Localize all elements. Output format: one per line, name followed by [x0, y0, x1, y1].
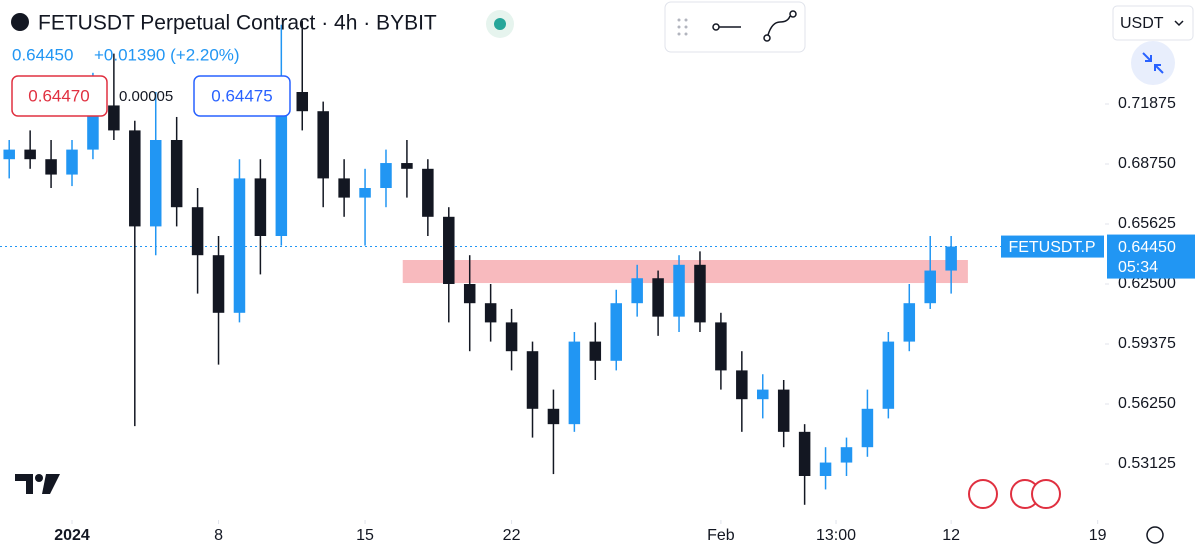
chart-title: FETUSDT Perpetual Contract · 4h · BYBIT	[38, 12, 437, 35]
resistance-zone	[402, 260, 968, 284]
candle-body	[652, 278, 664, 317]
symbol-tag: FETUSDT.P	[1008, 239, 1095, 256]
status-dot	[494, 18, 506, 30]
candle-body	[191, 207, 204, 256]
candle-body	[694, 264, 706, 323]
x-tick-label: 8	[214, 527, 223, 544]
y-tick-label: 0.68750	[1118, 155, 1176, 172]
candle-body	[589, 341, 602, 361]
x-tick-label: 2024	[54, 527, 90, 544]
candle-body	[819, 462, 832, 476]
price-tag: 0.64450	[1118, 239, 1176, 256]
sell-button[interactable]	[11, 75, 108, 117]
candle-body	[924, 270, 936, 304]
y-tick-label: 0.65625	[1118, 215, 1176, 232]
candle-body	[66, 149, 78, 175]
candle-body	[129, 130, 141, 227]
candle-body	[170, 140, 183, 208]
candle-body	[233, 178, 246, 313]
candle-body	[3, 149, 15, 160]
candle-body	[903, 303, 916, 342]
plot: 0.53125 0.56250 0.59375 0.62500 0.65625 0.687…	[0, 20, 1176, 544]
y-tick-label: 0.71875	[1118, 95, 1176, 112]
candle-body	[882, 341, 895, 409]
x-tick-label: 19	[1089, 527, 1107, 544]
candle-body	[212, 255, 225, 313]
path-tool[interactable]	[763, 10, 797, 42]
candle-body	[526, 351, 539, 409]
sell-price[interactable]: 0.64470	[28, 86, 89, 105]
candle-body	[505, 322, 518, 352]
candle-body	[463, 283, 476, 304]
candle-body	[275, 92, 288, 237]
candle-body	[798, 431, 811, 476]
candle-body	[547, 408, 560, 425]
event-icons[interactable]	[968, 479, 1061, 509]
collapse-icon	[1142, 52, 1164, 74]
buy-button[interactable]	[193, 75, 291, 117]
candle-body	[840, 447, 853, 463]
candle-body	[673, 264, 685, 317]
candle-body	[108, 105, 120, 131]
drag-handle	[677, 18, 688, 36]
candle-body	[149, 140, 162, 227]
buy-price[interactable]: 0.64475	[211, 86, 272, 105]
line-tool[interactable]	[712, 23, 741, 31]
x-tick-label: 15	[356, 527, 374, 544]
countdown: 05:34	[1118, 259, 1158, 276]
y-tick-label: 0.56250	[1118, 395, 1176, 412]
tv-logo	[15, 474, 60, 494]
candle-body	[87, 105, 99, 150]
candle-body	[945, 246, 957, 271]
candle-body	[757, 389, 769, 400]
collapse-button[interactable]	[1131, 41, 1175, 85]
price-change: +0.01390 (+2.20%)	[94, 45, 240, 64]
x-tick-label: 12	[942, 527, 960, 544]
last-price: 0.64450	[12, 45, 73, 64]
candle-body	[422, 168, 434, 217]
spread: 0.00005	[119, 88, 173, 105]
currency-select[interactable]	[1112, 5, 1194, 41]
candle-body	[401, 163, 413, 169]
currency[interactable]: USDT	[1120, 15, 1164, 32]
drawing-toolbar[interactable]	[664, 1, 806, 53]
candle-body	[338, 178, 350, 198]
y-tick-label: 0.53125	[1118, 455, 1176, 472]
coin-logo	[11, 13, 29, 31]
y-tick-label: 0.59375	[1118, 335, 1176, 352]
candle-body	[610, 303, 622, 361]
candle-body	[631, 278, 643, 304]
candle-body	[359, 188, 371, 198]
candle-body	[715, 322, 727, 371]
candle-body	[296, 92, 309, 112]
settings-icon[interactable]	[1146, 526, 1164, 544]
symbol-tag-bg	[1001, 235, 1104, 258]
dropdown-arrow	[1174, 20, 1184, 27]
candle-body	[45, 159, 57, 175]
candle-body	[443, 216, 455, 284]
candle-body	[861, 408, 874, 448]
x-tick-label: Feb	[707, 527, 735, 544]
candle-body	[317, 111, 329, 179]
candle-body	[736, 370, 748, 400]
candle-body	[24, 149, 36, 160]
candle-body	[777, 389, 790, 432]
price-tag-bg	[1107, 234, 1195, 279]
x-tick-label: 13:00	[816, 527, 856, 544]
y-tick-label: 0.62500	[1118, 275, 1176, 292]
candle-body	[484, 303, 497, 323]
candle-body	[254, 178, 267, 237]
x-tick-label: 22	[503, 527, 521, 544]
candle-body	[380, 163, 392, 189]
candle-body	[568, 341, 581, 425]
